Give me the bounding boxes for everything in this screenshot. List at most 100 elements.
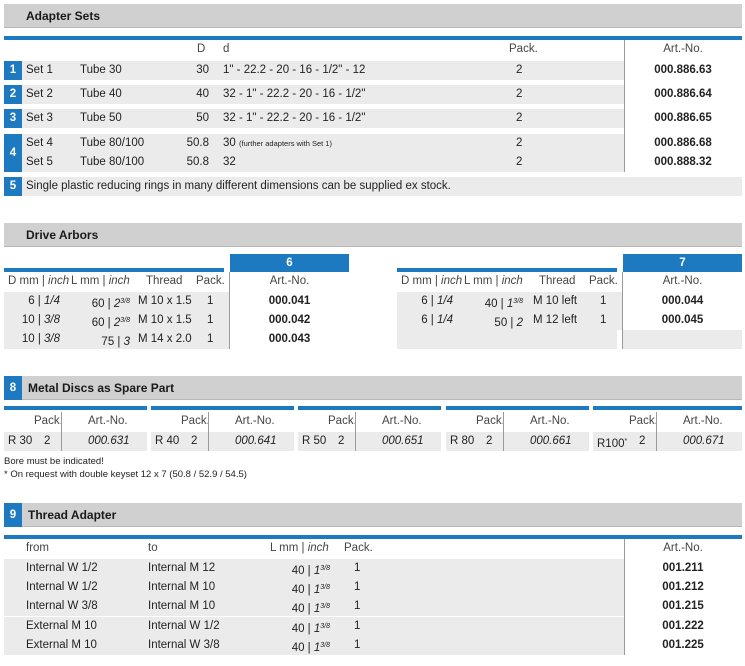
col-L-inch: inch <box>501 275 523 287</box>
disc-row: R 80 2 000.661 <box>446 432 589 451</box>
table-row: 6 | 1/4 60 | 23/8 M 10 x 1.5 1 000.041 <box>4 292 349 311</box>
blue-rule <box>4 535 742 539</box>
L-value: 40 | 13/8 <box>244 597 330 619</box>
col-pack: Pack. <box>34 415 63 427</box>
L-inch: 1 <box>313 603 321 615</box>
col-D-mm: D mm | <box>8 275 49 287</box>
disc-name: R 30 <box>8 435 33 447</box>
art-no: 000.661 <box>530 435 572 447</box>
table-header: from to L mm | inch Pack. Art.-No. <box>4 539 742 558</box>
d-value: 32 - 1" - 22.2 - 20 - 16 - 1/2" <box>223 88 366 100</box>
art-no: 000.886.63 <box>624 61 742 80</box>
L-frac: 3/8 <box>320 623 330 630</box>
art-no: 000.886.68 <box>624 134 742 153</box>
disc-header: Pack. Art.-No. <box>298 412 441 431</box>
col-artno: Art.-No. <box>683 415 723 427</box>
set-name: Set 4 <box>26 137 53 149</box>
art-no: 001.215 <box>624 597 742 616</box>
disc-row: R 40 2 000.641 <box>151 432 294 451</box>
D-mm: 6 | <box>421 314 437 326</box>
D-value: 10 | 3/8 <box>4 311 60 330</box>
col-from: from <box>26 542 49 554</box>
D-inch: 3/8 <box>44 314 60 326</box>
drive-arbors-header: Drive Arbors <box>4 223 742 247</box>
section-number-badge: 8 <box>4 376 22 400</box>
pack-value: 1 <box>354 600 361 612</box>
tube: Tube 30 <box>80 64 122 76</box>
table-row: 6 | 1/4 40 | 13/8 M 10 left 1 000.044 <box>397 292 742 311</box>
col-D: D mm | inch <box>401 272 462 291</box>
L-value: 60 | 23/8 <box>62 292 130 314</box>
pack-value: 1 <box>354 562 361 574</box>
L-frac: 3/8 <box>120 317 130 324</box>
table-row: Internal W 1/2 Internal M 12 40 | 13/8 1… <box>4 559 742 578</box>
pack-value: 1 <box>600 314 607 326</box>
table-row: Set 4 Tube 80/100 50.8 30 (further adapt… <box>4 134 742 153</box>
thread-value: M 10 x 1.5 <box>138 314 192 326</box>
table-header: D mm | inch L mm | inch Thread Pack. Art… <box>4 272 349 291</box>
col-D: D mm | inch <box>8 272 69 291</box>
pack-value: 2 <box>486 435 493 447</box>
column-divider <box>61 412 62 451</box>
disc-header: Pack. Art.-No. <box>446 412 589 431</box>
art-no: 001.211 <box>624 559 742 578</box>
section-number-6: 6 <box>230 254 349 272</box>
L-mm: 40 | <box>291 642 314 654</box>
note-text: Single plastic reducing rings in many di… <box>26 180 451 192</box>
to-value: Internal M 12 <box>148 562 216 574</box>
disc-header: Pack. Art.-No. <box>151 412 294 431</box>
from-value: External M 10 <box>26 620 97 632</box>
L-inch: 1 <box>313 584 321 596</box>
col-artno: Art.-No. <box>663 43 703 55</box>
tube: Tube 80/100 <box>80 137 145 149</box>
col-artno: Art.-No. <box>382 415 422 427</box>
col-pack: Pack. <box>328 415 357 427</box>
column-divider <box>656 412 657 451</box>
set-name: Set 5 <box>26 156 53 168</box>
thread-adapter-header: 9 Thread Adapter <box>4 503 742 527</box>
pack-value: 1 <box>207 314 214 326</box>
tube: Tube 50 <box>80 112 122 124</box>
col-artno: Art.-No. <box>530 415 570 427</box>
L-value: 40 | 13/8 <box>244 578 330 600</box>
table-row: 10 | 3/8 60 | 23/8 M 10 x 1.5 1 000.042 <box>4 311 349 330</box>
thread-value: M 14 x 2.0 <box>138 333 192 345</box>
to-value: Internal M 10 <box>148 600 216 612</box>
column-divider <box>624 539 625 655</box>
d-value: 1" - 22.2 - 20 - 16 - 1/2" - 12 <box>223 64 366 76</box>
L-inch: 2 <box>113 298 121 310</box>
col-D: D <box>197 43 206 55</box>
L-inch: 2 <box>113 317 121 329</box>
L-value: 40 | 13/8 <box>244 636 330 658</box>
row-number-badge: 3 <box>4 109 22 128</box>
pack-value: 2 <box>516 64 523 76</box>
L-frac: 3/8 <box>320 565 330 572</box>
D-value: 6 | 1/4 <box>397 292 453 311</box>
L-mm: 40 | <box>484 298 507 310</box>
col-artno: Art.-No. <box>235 415 275 427</box>
L-mm: 50 | <box>494 317 517 329</box>
L-mm: 40 | <box>291 623 314 635</box>
blue-rule <box>446 406 589 410</box>
art-no: 000.641 <box>235 435 277 447</box>
L-inch: 1 <box>313 565 321 577</box>
D-value: 30 <box>196 64 209 76</box>
col-D-inch: inch <box>441 275 463 287</box>
table-row: External M 10 Internal W 3/8 40 | 13/8 1… <box>4 636 742 655</box>
D-value: 6 | 1/4 <box>4 292 60 311</box>
L-inch: 3 <box>123 336 130 348</box>
art-no: 000.631 <box>88 435 130 447</box>
row-number-badge: 4 <box>4 134 22 172</box>
set-name: Set 2 <box>26 88 53 100</box>
D-inch: 1/4 <box>437 295 453 307</box>
set-name: Set 3 <box>26 112 53 124</box>
note-bore: Bore must be indicated! <box>4 456 104 467</box>
pack-value: 2 <box>338 435 345 447</box>
col-L-mm: L mm | <box>270 542 308 554</box>
blue-rule <box>4 36 742 40</box>
thread-value: M 12 left <box>533 314 578 326</box>
disc-row: R 50 2 000.651 <box>298 432 441 451</box>
col-pack: Pack. <box>196 275 225 287</box>
col-artno: Art.-No. <box>662 275 703 287</box>
col-pack: Pack. <box>589 275 618 287</box>
